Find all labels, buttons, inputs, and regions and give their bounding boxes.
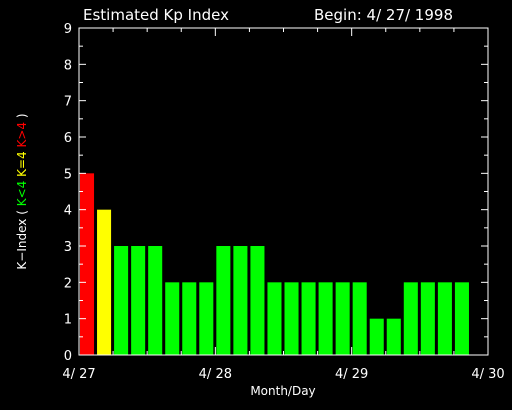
- y-axis-title-part: K<4: [15, 181, 29, 207]
- kp-bar: [267, 282, 282, 355]
- y-tick-label: 5: [64, 167, 72, 182]
- y-tick-label: 4: [64, 204, 72, 219]
- y-axis-title: K−Index ( K<4 K=4 K>4 ): [15, 113, 29, 269]
- y-tick-label: 0: [64, 349, 72, 364]
- kp-bar: [386, 318, 401, 355]
- kp-bar: [114, 246, 129, 355]
- kp-bar: [301, 282, 316, 355]
- kp-bar: [454, 282, 469, 355]
- y-axis-title-part: K>4: [15, 122, 29, 148]
- kp-bar: [199, 282, 214, 355]
- x-axis-ticks: 4/ 27 4/ 28 4/ 29 4/ 30: [62, 28, 505, 382]
- chart-begin-date: Begin: 4/ 27/ 1998: [314, 6, 453, 24]
- kp-bar: [80, 173, 95, 355]
- kp-bar: [403, 282, 418, 355]
- kp-bar: [437, 282, 452, 355]
- y-tick-label: 9: [64, 22, 72, 37]
- y-tick-label: 8: [64, 58, 72, 73]
- x-tick-label: 4/ 28: [199, 367, 232, 382]
- bars-group: [80, 173, 469, 355]
- kp-bar: [420, 282, 435, 355]
- x-tick-label: 4/ 27: [62, 367, 95, 382]
- kp-bar: [165, 282, 180, 355]
- y-axis-title-text: K−Index ( K<4 K=4 K>4 ): [15, 113, 29, 269]
- kp-bar: [233, 246, 248, 355]
- kp-bar: [97, 209, 112, 355]
- x-tick-label: 4/ 30: [471, 367, 504, 382]
- kp-bar: [352, 282, 367, 355]
- y-axis-title-prefix: K−Index (: [15, 206, 29, 269]
- y-tick-label: 7: [64, 95, 72, 110]
- kp-bar: [369, 318, 384, 355]
- y-tick-label: 2: [64, 276, 72, 291]
- x-axis-title: Month/Day: [250, 384, 315, 398]
- y-axis-title-suffix: ): [15, 113, 29, 122]
- kp-bar: [250, 246, 265, 355]
- kp-bar: [284, 282, 299, 355]
- y-tick-label: 1: [64, 313, 72, 328]
- kp-bar: [216, 246, 231, 355]
- y-axis-title-part: K=4: [15, 151, 29, 177]
- kp-bar: [148, 246, 163, 355]
- y-axis-ticks: 0 1 2 3 4 5 6 7 8 9: [64, 22, 488, 364]
- kp-bar: [335, 282, 350, 355]
- kp-bar: [131, 246, 146, 355]
- chart-title: Estimated Kp Index: [83, 6, 229, 24]
- y-tick-label: 6: [64, 131, 72, 146]
- x-tick-label: 4/ 29: [335, 367, 368, 382]
- kp-bar: [318, 282, 333, 355]
- kp-bar: [182, 282, 197, 355]
- y-tick-label: 3: [64, 240, 72, 255]
